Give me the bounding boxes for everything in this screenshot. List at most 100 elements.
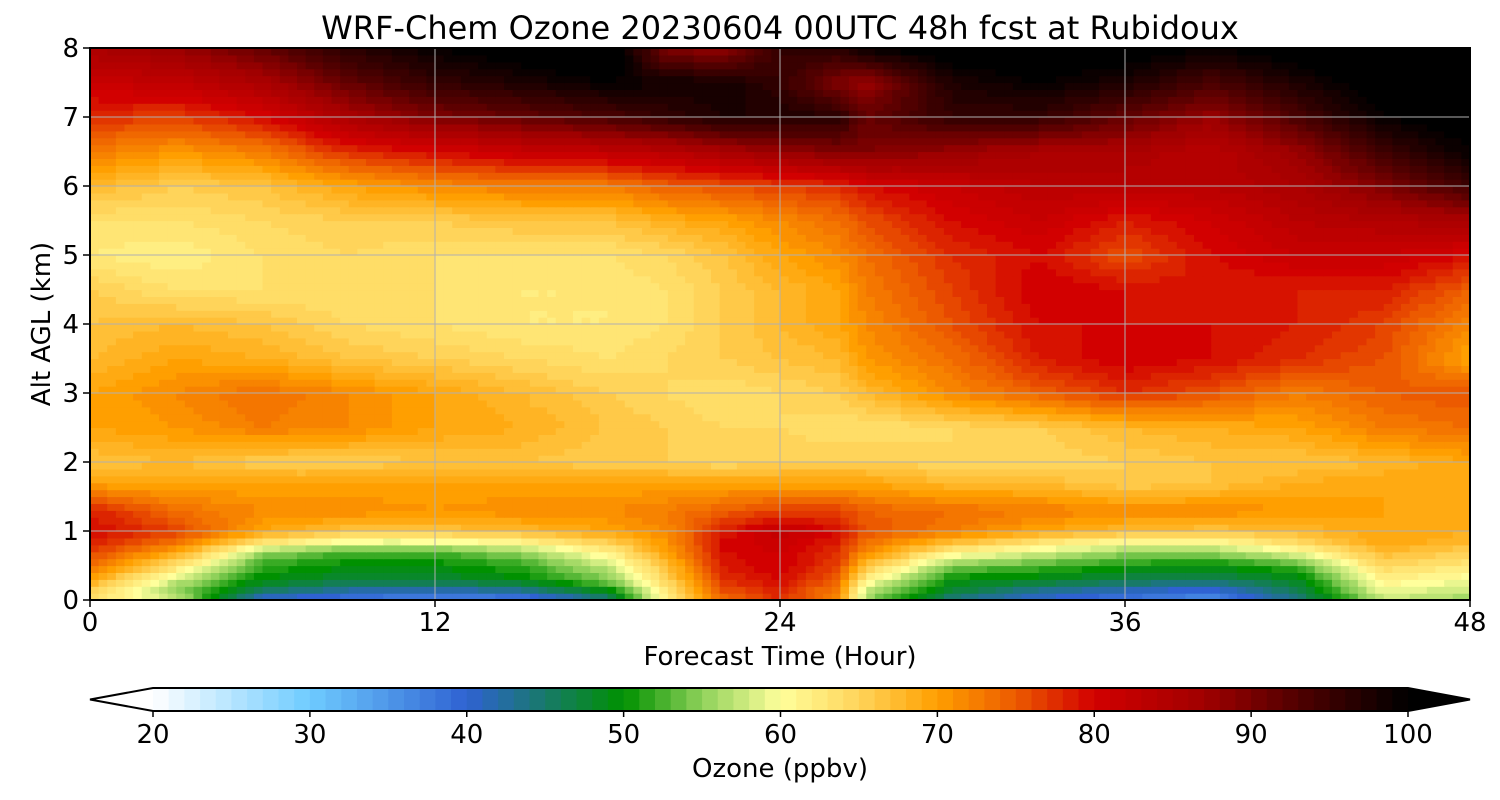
heatmap-cell <box>961 544 971 553</box>
heatmap-cell <box>1392 434 1402 442</box>
heatmap-cell <box>1125 448 1135 456</box>
heatmap-cell <box>253 572 264 580</box>
heatmap-cell <box>1366 531 1376 539</box>
heatmap-cell <box>193 558 203 567</box>
heatmap-cell <box>607 531 617 539</box>
heatmap-cell <box>400 427 410 435</box>
heatmap-cell <box>1349 434 1359 442</box>
heatmap-cell <box>693 572 703 580</box>
heatmap-cell <box>840 524 850 532</box>
heatmap-cell <box>124 537 134 546</box>
heatmap-cell <box>883 489 893 498</box>
heatmap-cell <box>702 537 712 546</box>
heatmap-cell <box>262 393 272 401</box>
heatmap-cell <box>159 475 169 484</box>
heatmap-cell <box>685 413 695 422</box>
heatmap-cell <box>1194 468 1204 477</box>
heatmap-cell <box>1435 427 1445 435</box>
heatmap-cell <box>1168 482 1178 491</box>
heatmap-cell <box>409 455 419 463</box>
heatmap-cell <box>1056 579 1066 587</box>
heatmap-cell <box>202 565 212 573</box>
heatmap-cell <box>115 510 126 518</box>
heatmap-cell <box>1159 593 1169 600</box>
heatmap-cell <box>331 468 341 477</box>
heatmap-cell <box>788 448 798 456</box>
heatmap-cell <box>555 551 565 560</box>
heatmap-cell <box>849 565 859 573</box>
heatmap-cell <box>659 482 669 491</box>
heatmap-cell <box>1401 434 1411 442</box>
heatmap-cell <box>400 510 410 518</box>
heatmap-cell <box>486 537 496 546</box>
heatmap-cell <box>1323 441 1333 449</box>
heatmap-cell <box>322 379 333 387</box>
heatmap-cell <box>590 565 600 573</box>
heatmap-cell <box>1004 406 1014 415</box>
heatmap-cell <box>1323 565 1333 573</box>
heatmap-cell <box>1090 510 1100 518</box>
heatmap-cell <box>1047 455 1057 463</box>
heatmap-cell <box>1150 482 1161 491</box>
heatmap-cell <box>297 413 307 422</box>
heatmap-cell <box>1435 531 1445 539</box>
heatmap-cell <box>529 475 540 484</box>
heatmap-cell <box>1401 572 1411 580</box>
heatmap-cell <box>297 551 307 560</box>
heatmap-cell <box>1297 386 1307 394</box>
heatmap-cell <box>314 524 324 532</box>
heatmap-cell <box>271 579 281 587</box>
heatmap-cell <box>1116 551 1126 560</box>
heatmap-cell <box>616 448 626 456</box>
heatmap-cell <box>495 524 505 532</box>
heatmap-cell <box>590 537 600 546</box>
heatmap-cell <box>1202 537 1212 546</box>
heatmap-cell <box>245 524 255 532</box>
heatmap-cell <box>1237 455 1247 463</box>
heatmap-cell <box>788 462 798 470</box>
heatmap-cell <box>762 593 772 600</box>
heatmap-cell <box>1332 386 1342 394</box>
heatmap-cell <box>555 455 565 463</box>
heatmap-cell <box>581 413 591 422</box>
heatmap-cell <box>391 420 402 429</box>
heatmap-cell <box>1426 593 1437 600</box>
heatmap-cell <box>288 379 298 387</box>
heatmap-cell <box>598 572 609 580</box>
heatmap-cell <box>1202 496 1212 504</box>
heatmap-cell <box>633 441 643 449</box>
heatmap-cell <box>538 503 548 511</box>
heatmap-cell <box>1280 406 1290 415</box>
heatmap-cell <box>521 399 531 408</box>
heatmap-cell <box>1056 572 1066 580</box>
heatmap-cell <box>1202 448 1212 456</box>
heatmap-cell <box>1090 565 1100 573</box>
heatmap-cell <box>754 572 764 580</box>
heatmap-cell <box>124 496 134 504</box>
heatmap-cell <box>141 565 151 573</box>
heatmap-cell <box>529 531 540 539</box>
heatmap-cell <box>711 586 721 594</box>
heatmap-cell <box>400 399 410 408</box>
heatmap-cell <box>279 427 289 435</box>
heatmap-cell <box>314 496 324 504</box>
heatmap-cell <box>762 455 772 463</box>
heatmap-cell <box>849 551 859 560</box>
heatmap-cell <box>417 558 427 567</box>
heatmap-cell <box>107 386 117 394</box>
heatmap-cell <box>581 517 591 525</box>
heatmap-cell <box>1081 558 1092 567</box>
heatmap-cell <box>417 551 427 560</box>
heatmap-cell <box>357 468 367 477</box>
heatmap-cell <box>322 551 333 560</box>
heatmap-cell <box>1254 434 1264 442</box>
heatmap-cell <box>469 586 479 594</box>
heatmap-cell <box>1211 393 1221 401</box>
heatmap-cell <box>366 379 376 387</box>
heatmap-cell <box>495 482 505 491</box>
heatmap-cell <box>1004 572 1014 580</box>
heatmap-cell <box>486 475 496 484</box>
heatmap-cell <box>762 386 772 394</box>
heatmap-cell <box>1237 475 1247 484</box>
heatmap-cell <box>1461 531 1470 539</box>
